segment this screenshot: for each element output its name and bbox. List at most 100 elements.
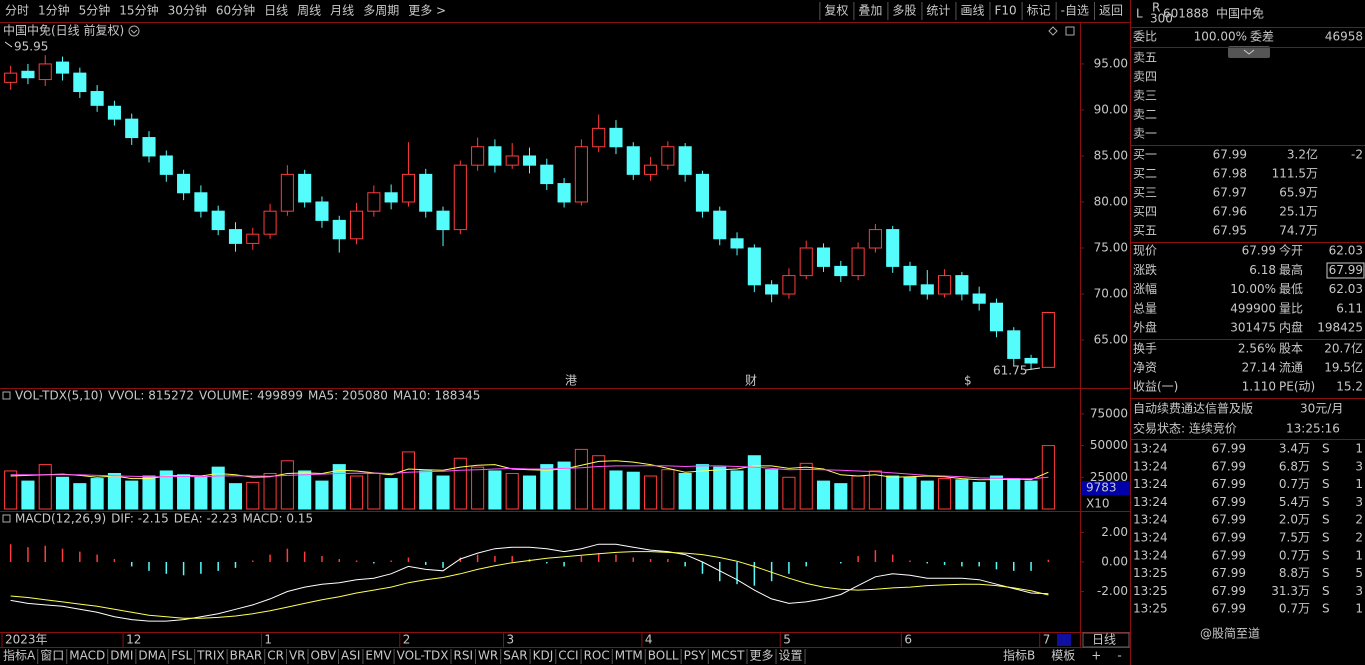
dropdown-icon[interactable]	[128, 25, 140, 37]
scroll-marker[interactable]	[1057, 634, 1071, 646]
tool-button[interactable]: 画线	[960, 4, 984, 18]
tool-button[interactable]: F10	[994, 4, 1016, 18]
indicator-tab[interactable]: FSL	[171, 649, 192, 663]
template-tab[interactable]: 指标B	[1003, 648, 1035, 663]
quote-text: 买二	[1133, 167, 1157, 181]
indicator-tab[interactable]: BOLL	[648, 649, 679, 663]
indicator-tab[interactable]: EMV	[365, 649, 392, 663]
quote-text: S	[1322, 531, 1330, 545]
tool-button[interactable]: 多股	[892, 4, 916, 18]
tool-button[interactable]: 统计	[926, 4, 950, 18]
indicator-tab[interactable]: 窗口	[40, 649, 64, 663]
quote-text: 62.03	[1329, 244, 1363, 258]
quote-text: 67.98	[1213, 167, 1247, 181]
period-button-label[interactable]: 日线	[1092, 633, 1116, 647]
candle-body	[661, 146, 675, 166]
candle-body	[903, 265, 917, 286]
indicator-tab[interactable]: 设置	[779, 649, 803, 663]
template-tab[interactable]: -	[1117, 649, 1121, 663]
quote-text: 1.110	[1242, 380, 1276, 394]
template-tab[interactable]: 模板	[1051, 649, 1075, 663]
y-tick-label: 2.00	[1101, 525, 1128, 539]
indicator-tab[interactable]: WR	[478, 649, 498, 663]
tool-button[interactable]: -自选	[1061, 4, 1089, 18]
high-annotation: 95.95	[14, 40, 48, 54]
quote-text: 2.56%	[1238, 342, 1276, 356]
volume-bar	[384, 478, 398, 510]
period-tab[interactable]: 1分钟	[38, 3, 70, 18]
event-marker[interactable]: $	[964, 374, 972, 388]
volume-bar	[38, 464, 52, 510]
indicator-tab[interactable]: RSI	[454, 649, 474, 663]
candle-body	[298, 173, 312, 203]
tool-button[interactable]: 返回	[1099, 4, 1123, 18]
period-tab[interactable]: 60分钟	[216, 3, 255, 18]
indicator-tab[interactable]: KDJ	[533, 649, 554, 663]
indicator-tab[interactable]: VOL-TDX	[397, 649, 449, 663]
indicator-tab[interactable]: ASI	[341, 649, 360, 663]
window-icon[interactable]	[1065, 26, 1075, 36]
indicator-tab[interactable]: 更多	[750, 649, 774, 663]
quote-text: S	[1322, 459, 1330, 473]
quote-text: 最高	[1279, 262, 1303, 277]
event-marker[interactable]: 财	[745, 374, 757, 388]
period-tab[interactable]: 更多 >	[408, 4, 446, 18]
period-tab[interactable]: 15分钟	[119, 3, 158, 18]
indicator-tab[interactable]: DMA	[138, 649, 167, 663]
period-tab[interactable]: 周线	[297, 4, 321, 18]
indicator-tab[interactable]: PSY	[684, 649, 707, 663]
quote-text: 委比	[1133, 30, 1157, 44]
quote-text: 27.14	[1242, 361, 1276, 375]
spread-button[interactable]	[1228, 46, 1270, 58]
indicator-line	[10, 465, 1049, 480]
tool-button[interactable]: 标记	[1027, 4, 1051, 18]
candle-body	[177, 173, 191, 194]
event-marker[interactable]: 港	[565, 374, 577, 388]
quote-text: 5	[1355, 566, 1363, 580]
tool-button[interactable]: 叠加	[858, 4, 882, 18]
period-tab[interactable]: 多周期	[363, 4, 399, 18]
quote-text: 67.99	[1329, 263, 1363, 277]
period-tab[interactable]: 30分钟	[168, 3, 207, 18]
indicator-tab[interactable]: CR	[267, 649, 284, 663]
indicator-tab[interactable]: MTM	[615, 649, 643, 663]
chart-title: 中国中免(日线 前复权)	[3, 23, 124, 38]
candle-body	[816, 247, 831, 267]
template-tab[interactable]: +	[1091, 649, 1101, 663]
indicator-tab[interactable]: MCST	[711, 649, 745, 663]
indicator-line	[10, 551, 1049, 619]
x-tick-label: 2	[403, 633, 411, 647]
quote-text: 100.00%	[1194, 30, 1247, 44]
y-tick-label: 90.00	[1094, 102, 1128, 116]
panel-marker	[2, 514, 11, 523]
quote-text: 13:24	[1133, 442, 1168, 456]
indicator-tab[interactable]: 指标A	[3, 648, 36, 663]
indicator-tab[interactable]: TRIX	[196, 649, 224, 663]
indicator-tab[interactable]: CCI	[558, 649, 578, 663]
period-tab[interactable]: 月线	[330, 4, 354, 18]
indicator-tab[interactable]: ROC	[584, 649, 610, 663]
volume-bar	[107, 472, 121, 510]
period-tab[interactable]: 5分钟	[79, 3, 111, 18]
quote-text: 换手	[1133, 342, 1157, 356]
quote-text: 自动续费通达信普及版	[1133, 402, 1253, 416]
quote-text: 10.00%	[1230, 282, 1276, 296]
indicator-readout: DEA: -2.23	[174, 512, 238, 526]
annotation-arrow	[1025, 367, 1041, 371]
indicator-tab[interactable]: OBV	[311, 649, 337, 663]
indicator-tab[interactable]: MACD	[69, 649, 105, 663]
period-button[interactable]	[1082, 632, 1130, 648]
volume-bar	[557, 461, 571, 510]
period-tab[interactable]: 日线	[264, 4, 288, 18]
indicator-tab[interactable]: VR	[289, 649, 306, 663]
indicator-tab[interactable]: BRAR	[230, 649, 263, 663]
indicator-readout: MA10: 188345	[393, 389, 481, 403]
quote-text: 今开	[1279, 243, 1303, 258]
quote-text: 198425	[1317, 321, 1363, 335]
indicator-tab[interactable]: SAR	[503, 649, 527, 663]
period-tab[interactable]: 分时	[5, 4, 29, 18]
indicator-tab[interactable]: DMI	[110, 649, 133, 663]
diamond-icon[interactable]	[1048, 26, 1058, 36]
tool-button[interactable]: 复权	[824, 4, 848, 18]
quote-text: R	[1152, 1, 1160, 15]
